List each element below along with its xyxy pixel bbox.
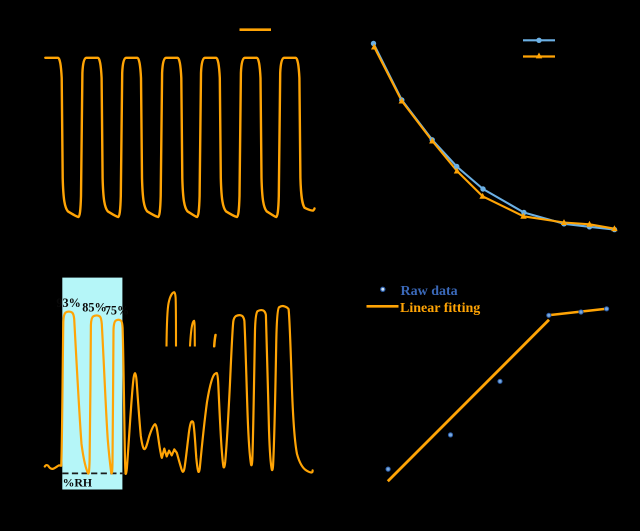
svg-text:75%: 75%	[105, 304, 129, 318]
svg-text:%RH: %RH	[63, 475, 93, 489]
svg-text:93%: 93%	[56, 296, 80, 310]
svg-text:Linear fitting: Linear fitting	[400, 301, 480, 316]
svg-text:85%: 85%	[82, 301, 106, 315]
svg-text:Raw data: Raw data	[401, 284, 458, 299]
